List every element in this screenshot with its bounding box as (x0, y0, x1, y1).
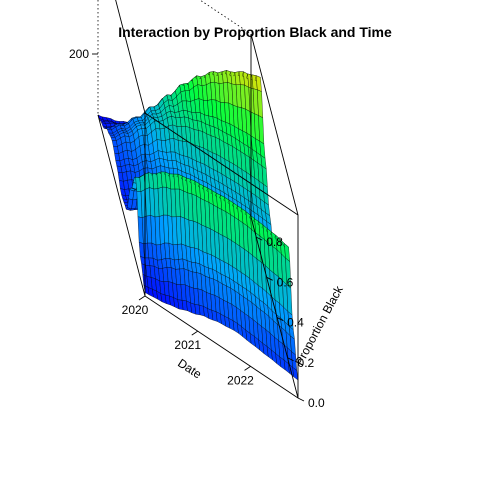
chart-title: Interaction by Proportion Black and Time (118, 24, 392, 40)
box-edge-back-0 (199, 0, 252, 35)
surface-facet (292, 366, 299, 381)
x-tick-mark (244, 365, 251, 371)
bounding-box-front (97, 0, 299, 399)
box-edge-front-2 (97, 114, 146, 297)
z-axis: 200400 (69, 47, 98, 61)
box-edge-front-8 (115, 0, 146, 114)
y-tick-label: 0.4 (287, 316, 304, 330)
box-edge-front-6 (144, 112, 299, 216)
y-tick-mark (287, 357, 294, 362)
y-tick-mark (276, 317, 284, 321)
y-tick-label: 0.2 (298, 356, 315, 370)
x-tick-mark (138, 295, 146, 301)
x-tick-label: 2022 (227, 373, 254, 387)
y-tick-mark (256, 236, 263, 241)
box-edge-front-7 (250, 33, 299, 216)
x-axis: 2020 2021 2022 (122, 295, 254, 387)
y-tick-label: 0.0 (308, 396, 325, 410)
y-tick-mark (266, 276, 273, 281)
surface-mesh (97, 70, 299, 381)
x-axis-label: Date (175, 356, 204, 382)
z-tick-label: 200 (69, 47, 89, 61)
x-tick-label: 2020 (122, 303, 149, 317)
x-tick-mark (191, 330, 199, 336)
box-edge-front-0 (144, 295, 299, 399)
y-tick-label: 0.6 (277, 275, 294, 289)
y-tick-label: 0.8 (266, 235, 283, 249)
y-tick-mark (297, 397, 305, 402)
y-axis: 0.0 0.2 0.4 0.6 0.8 (256, 235, 325, 410)
box-edge-front-1 (250, 216, 299, 399)
x-tick-label: 2021 (174, 338, 201, 352)
